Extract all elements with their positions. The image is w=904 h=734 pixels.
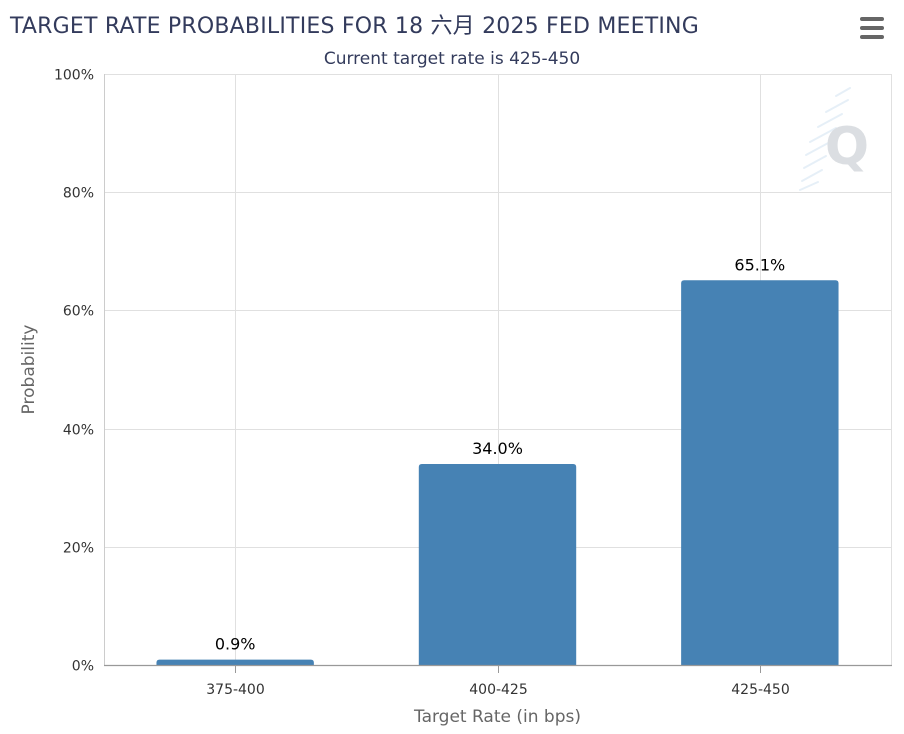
y-tick-label: 0% <box>72 659 94 675</box>
chart-menu-button[interactable] <box>856 14 888 42</box>
hamburger-menu-line <box>860 26 884 30</box>
q-logo-icon: Q <box>799 87 869 191</box>
y-tick-label: 40% <box>63 423 94 439</box>
svg-text:Q: Q <box>825 117 869 177</box>
y-tick-label: 20% <box>63 541 94 557</box>
y-tick-label: 100% <box>54 68 94 84</box>
x-tick-label: 425-450 <box>731 682 790 698</box>
bars <box>156 280 839 665</box>
y-tick-label: 80% <box>63 186 94 202</box>
bar <box>681 280 839 665</box>
x-tick-label: 375-400 <box>206 682 265 698</box>
x-axis-title: Target Rate (in bps) <box>413 707 581 727</box>
chart-subtitle: Current target rate is 425-450 <box>323 49 581 69</box>
axes: 0% 20% 40% 60% 80% 100% 375-400 400-425 425-450 T… <box>19 68 892 727</box>
hamburger-menu-line <box>860 35 884 39</box>
data-label: 0.9% <box>215 635 256 654</box>
x-tick-label: 400-425 <box>469 682 528 698</box>
y-tick-label: 60% <box>63 304 94 320</box>
hamburger-menu-icon <box>860 17 884 21</box>
y-axis-title: Probability <box>19 325 39 415</box>
data-label: 34.0% <box>472 439 523 458</box>
chart-title: TARGET RATE PROBABILITIES FOR 18 六月 2025… <box>10 14 699 39</box>
bar <box>156 659 314 665</box>
bar <box>418 464 577 665</box>
data-labels: 0.9% 34.0% 65.1% <box>215 255 785 653</box>
data-label: 65.1% <box>734 255 785 274</box>
